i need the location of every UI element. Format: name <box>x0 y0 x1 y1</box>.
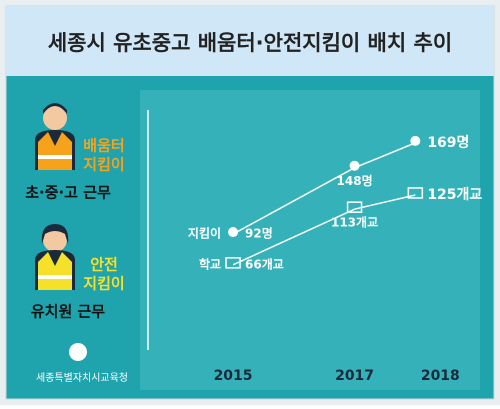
group-label: 배움터 <box>83 137 124 155</box>
person-marker <box>410 135 421 146</box>
person-marker <box>349 160 360 171</box>
group-duty: 유치원 근무 <box>31 303 105 321</box>
group-label: 안전 <box>90 256 118 274</box>
guard-figure <box>35 103 75 170</box>
org-name: 세종특별자치시교육청 <box>36 372 128 384</box>
value-label: 125개교 <box>427 187 482 203</box>
x-tick-label: 2017 <box>335 368 374 384</box>
school-marker <box>225 257 241 269</box>
school-marker <box>346 201 363 213</box>
group-label: 지킴이 <box>83 156 124 174</box>
value-label: 66개교 <box>245 257 284 271</box>
person-marker <box>228 227 239 238</box>
value-label: 169명 <box>427 134 469 151</box>
group-duty: 초·중·고 근무 <box>25 184 111 202</box>
chart-title: 세종시 유초중고 배움터·안전지킴이 배치 추이 <box>48 31 452 55</box>
series-label: 학교 <box>199 256 221 271</box>
guard-figure <box>35 224 75 290</box>
value-label: 113개교 <box>331 216 378 230</box>
org-logo <box>69 343 87 361</box>
x-tick-label: 2015 <box>214 368 253 384</box>
x-tick-label: 2018 <box>421 368 460 384</box>
series-line <box>232 194 416 266</box>
school-marker <box>407 187 424 199</box>
value-label: 92명 <box>245 227 273 241</box>
series-label: 지킴이 <box>188 226 221 241</box>
group-label: 지킴이 <box>83 275 124 293</box>
plot-bg <box>140 90 480 390</box>
header <box>6 6 494 76</box>
value-label: 148명 <box>337 174 373 188</box>
